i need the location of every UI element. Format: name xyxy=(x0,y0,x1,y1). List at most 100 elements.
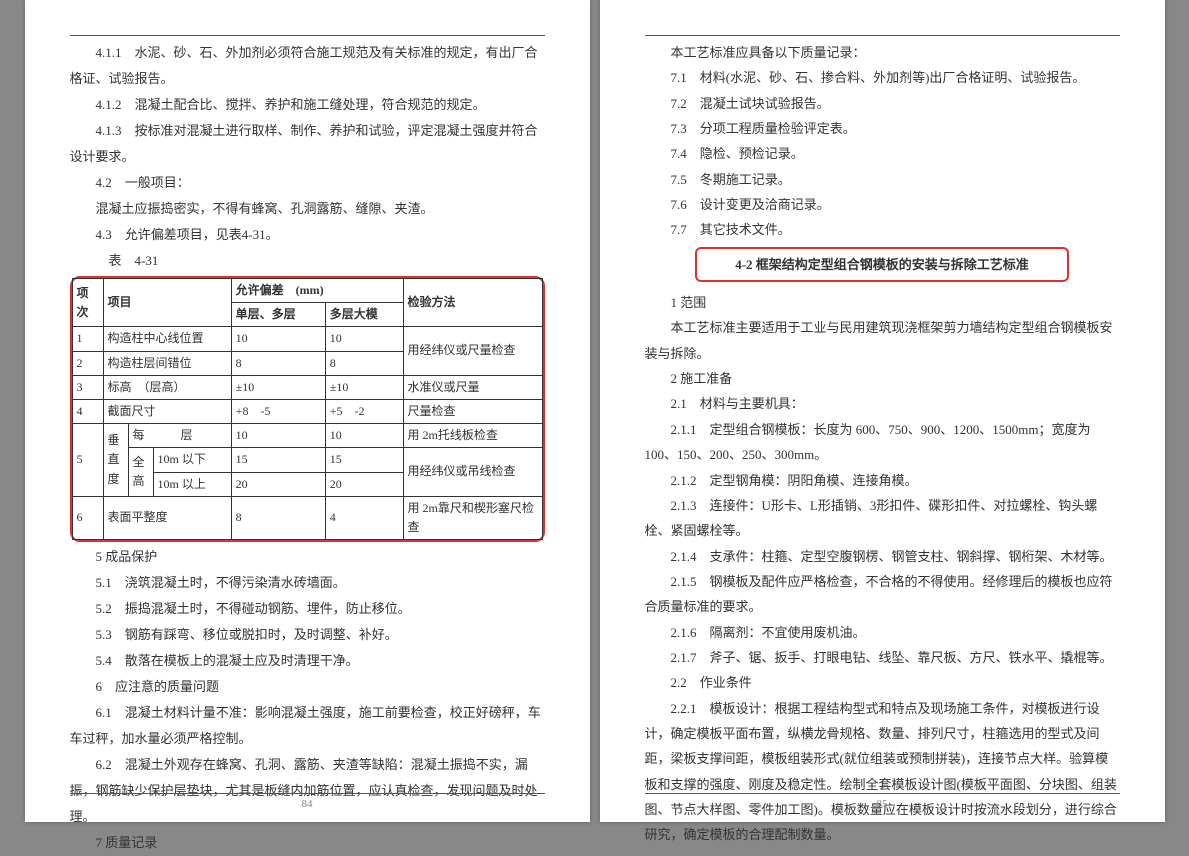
para: 6.1 混凝土材料计量不准：影响混凝土强度，施工前要检查，校正好磅秤，车车过秤，… xyxy=(70,700,545,752)
para: 2.1.3 连接件：U形卡、L形插销、3形扣件、碟形扣件、对拉螺栓、钩头螺栓、紧… xyxy=(645,493,1120,544)
right-content: 本工艺标准应具备以下质量记录： 7.1 材料(水泥、砂、石、掺合料、外加剂等)出… xyxy=(645,40,1120,848)
cell: 3 xyxy=(72,375,103,399)
text: 表 4-31 xyxy=(109,253,159,268)
text: 2.2 作业条件 xyxy=(671,675,752,690)
footer-rule xyxy=(645,793,1120,794)
cell: 尺量检查 xyxy=(403,399,542,423)
table-row: 5 垂直度 每 层 10 10 用 2m托线板检查 xyxy=(72,424,542,448)
text: 2.2.1 模板设计：根据工程结构型式和特点及现场施工条件，对模板进行设计，确定… xyxy=(645,701,1117,843)
para: 2.1.4 支承件：柱箍、定型空腹钢楞、钢管支柱、钢斜撑、钢桁架、木材等。 xyxy=(645,544,1120,569)
cell: 10m 以上 xyxy=(153,472,231,496)
cell: 水准仪或尺量 xyxy=(403,375,542,399)
table-header-row: 项次 项目 允许偏差 (mm) 检验方法 xyxy=(72,279,542,303)
cell: +5 -2 xyxy=(325,399,403,423)
para: 5.4 散落在模板上的混凝土应及时清理干净。 xyxy=(70,648,545,674)
para: 4.2 一般项目： xyxy=(70,170,545,196)
cell: 8 xyxy=(231,351,325,375)
cell: 6 xyxy=(72,496,103,539)
cell: 10 xyxy=(231,424,325,448)
text: 7.4 隐检、预检记录。 xyxy=(671,146,804,161)
para: 7.6 设计变更及洽商记录。 xyxy=(645,192,1120,217)
cell: 4 xyxy=(72,399,103,423)
para: 4.1.1 水泥、砂、石、外加剂必须符合施工规范及有关标准的规定，有出厂合格证、… xyxy=(70,40,545,92)
page-right: 本工艺标准应具备以下质量记录： 7.1 材料(水泥、砂、石、掺合料、外加剂等)出… xyxy=(600,0,1165,822)
text: 4.3 允许偏差项目，见表4-31。 xyxy=(96,227,279,242)
cell: 用经纬仪或尺量检查 xyxy=(403,327,542,375)
cell: 用 2m托线板检查 xyxy=(403,424,542,448)
para: 本工艺标准主要适用于工业与民用建筑现浇框架剪力墙结构定型组合钢模板安装与拆除。 xyxy=(645,315,1120,366)
para: 7.4 隐检、预检记录。 xyxy=(645,141,1120,166)
para: 2.1.6 隔离剂：不宜使用废机油。 xyxy=(645,620,1120,645)
cell: 每 层 xyxy=(128,424,231,448)
text: 6.2 混凝土外观存在蜂窝、孔洞、露筋、夹渣等缺陷：混凝土振捣不实，漏振，钢筋缺… xyxy=(70,757,538,824)
para: 2 施工准备 xyxy=(645,366,1120,391)
col-tol: 允许偏差 (mm) xyxy=(231,279,403,303)
highlighted-table-box: 项次 项目 允许偏差 (mm) 检验方法 单层、多层 多层大模 1 构造柱中心线… xyxy=(70,276,545,542)
text: 5.2 振捣混凝土时，不得碰动钢筋、埋件，防止移位。 xyxy=(96,601,411,616)
cell: 10m 以下 xyxy=(153,448,231,472)
cell: 表面平整度 xyxy=(103,496,231,539)
text: 本工艺标准主要适用于工业与民用建筑现浇框架剪力墙结构定型组合钢模板安装与拆除。 xyxy=(645,320,1113,360)
text: 7.6 设计变更及洽商记录。 xyxy=(671,197,830,212)
page-number: 84 xyxy=(25,798,590,810)
cell: 10 xyxy=(231,327,325,351)
table-row: 6 表面平整度 8 4 用 2m靠尺和楔形塞尺检查 xyxy=(72,496,542,539)
para: 5.3 钢筋有踩弯、移位或脱扣时，及时调整、补好。 xyxy=(70,622,545,648)
cell: 用 2m靠尺和楔形塞尺检查 xyxy=(403,496,542,539)
cell: 8 xyxy=(231,496,325,539)
para: 6 应注意的质量问题 xyxy=(70,674,545,700)
para: 6.2 混凝土外观存在蜂窝、孔洞、露筋、夹渣等缺陷：混凝土振捣不实，漏振，钢筋缺… xyxy=(70,752,545,830)
header-rule xyxy=(645,35,1120,36)
para: 7.3 分项工程质量检验评定表。 xyxy=(645,116,1120,141)
cell: ±10 xyxy=(231,375,325,399)
para: 5 成品保护 xyxy=(70,544,545,570)
cell: 截面尺寸 xyxy=(103,399,231,423)
tolerance-table: 项次 项目 允许偏差 (mm) 检验方法 单层、多层 多层大模 1 构造柱中心线… xyxy=(72,278,543,540)
cell: 15 xyxy=(231,448,325,472)
col-tol-b: 多层大模 xyxy=(325,303,403,327)
footer-rule xyxy=(70,793,545,794)
para: 7.2 混凝土试块试验报告。 xyxy=(645,91,1120,116)
text: 4.1.2 混凝土配合比、搅拌、养护和施工缝处理，符合规范的规定。 xyxy=(96,97,486,112)
header-rule xyxy=(70,35,545,36)
cell: 20 xyxy=(325,472,403,496)
cell: 1 xyxy=(72,327,103,351)
cell: 15 xyxy=(325,448,403,472)
text: 混凝土应振捣密实，不得有蜂窝、孔洞露筋、缝隙、夹渣。 xyxy=(96,201,434,216)
cell: 10 xyxy=(325,424,403,448)
para: 5.1 浇筑混凝土时，不得污染清水砖墙面。 xyxy=(70,570,545,596)
col-item: 项目 xyxy=(103,279,231,327)
cell: 20 xyxy=(231,472,325,496)
text: 7.2 混凝土试块试验报告。 xyxy=(671,96,830,111)
text: 7.5 冬期施工记录。 xyxy=(671,172,791,187)
para: 2.1.2 定型钢角模：阴阳角模、连接角模。 xyxy=(645,468,1120,493)
page-number: 85 xyxy=(600,798,1165,810)
para: 7.7 其它技术文件。 xyxy=(645,217,1120,242)
col-tol-a: 单层、多层 xyxy=(231,303,325,327)
cell: 4 xyxy=(325,496,403,539)
text: 1 范围 xyxy=(671,295,707,310)
page-left: 4.1.1 水泥、砂、石、外加剂必须符合施工规范及有关标准的规定，有出厂合格证、… xyxy=(25,0,590,822)
table-row: 3 标高 （层高） ±10 ±10 水准仪或尺量 xyxy=(72,375,542,399)
text: 4.2 一般项目： xyxy=(96,175,190,190)
text: 5.1 浇筑混凝土时，不得污染清水砖墙面。 xyxy=(96,575,346,590)
para: 2.1.5 钢模板及配件应严格检查，不合格的不得使用。经修理后的模板也应符合质量… xyxy=(645,569,1120,620)
para: 4.1.2 混凝土配合比、搅拌、养护和施工缝处理，符合规范的规定。 xyxy=(70,92,545,118)
text: 2.1.6 隔离剂：不宜使用废机油。 xyxy=(671,625,866,640)
text: 7 质量记录 xyxy=(96,835,158,850)
cell: 标高 （层高） xyxy=(103,375,231,399)
para: 混凝土应振捣密实，不得有蜂窝、孔洞露筋、缝隙、夹渣。 xyxy=(70,196,545,222)
para: 7 质量记录 xyxy=(70,830,545,856)
para: 2.1.1 定型组合钢模板：长度为 600、750、900、1200、1500m… xyxy=(645,417,1120,468)
para: 4.1.3 按标准对混凝土进行取样、制作、养护和试验，评定混凝土强度并符合设计要… xyxy=(70,118,545,170)
text: 2.1.4 支承件：柱箍、定型空腹钢楞、钢管支柱、钢斜撑、钢桁架、木材等。 xyxy=(671,549,1113,564)
cell: 2 xyxy=(72,351,103,375)
para: 4.3 允许偏差项目，见表4-31。 xyxy=(70,222,545,248)
para: 7.1 材料(水泥、砂、石、掺合料、外加剂等)出厂合格证明、试验报告。 xyxy=(645,65,1120,90)
text: 2.1.3 连接件：U形卡、L形插销、3形扣件、碟形扣件、对拉螺栓、钩头螺栓、紧… xyxy=(645,498,1098,538)
text: 2.1.1 定型组合钢模板：长度为 600、750、900、1200、1500m… xyxy=(645,422,1091,462)
text: 7.1 材料(水泥、砂、石、掺合料、外加剂等)出厂合格证明、试验报告。 xyxy=(671,70,1086,85)
table-caption: 表 4-31 xyxy=(70,248,545,274)
cell: 10 xyxy=(325,327,403,351)
section-title-box: 4-2 框架结构定型组合钢模板的安装与拆除工艺标准 xyxy=(695,247,1069,282)
